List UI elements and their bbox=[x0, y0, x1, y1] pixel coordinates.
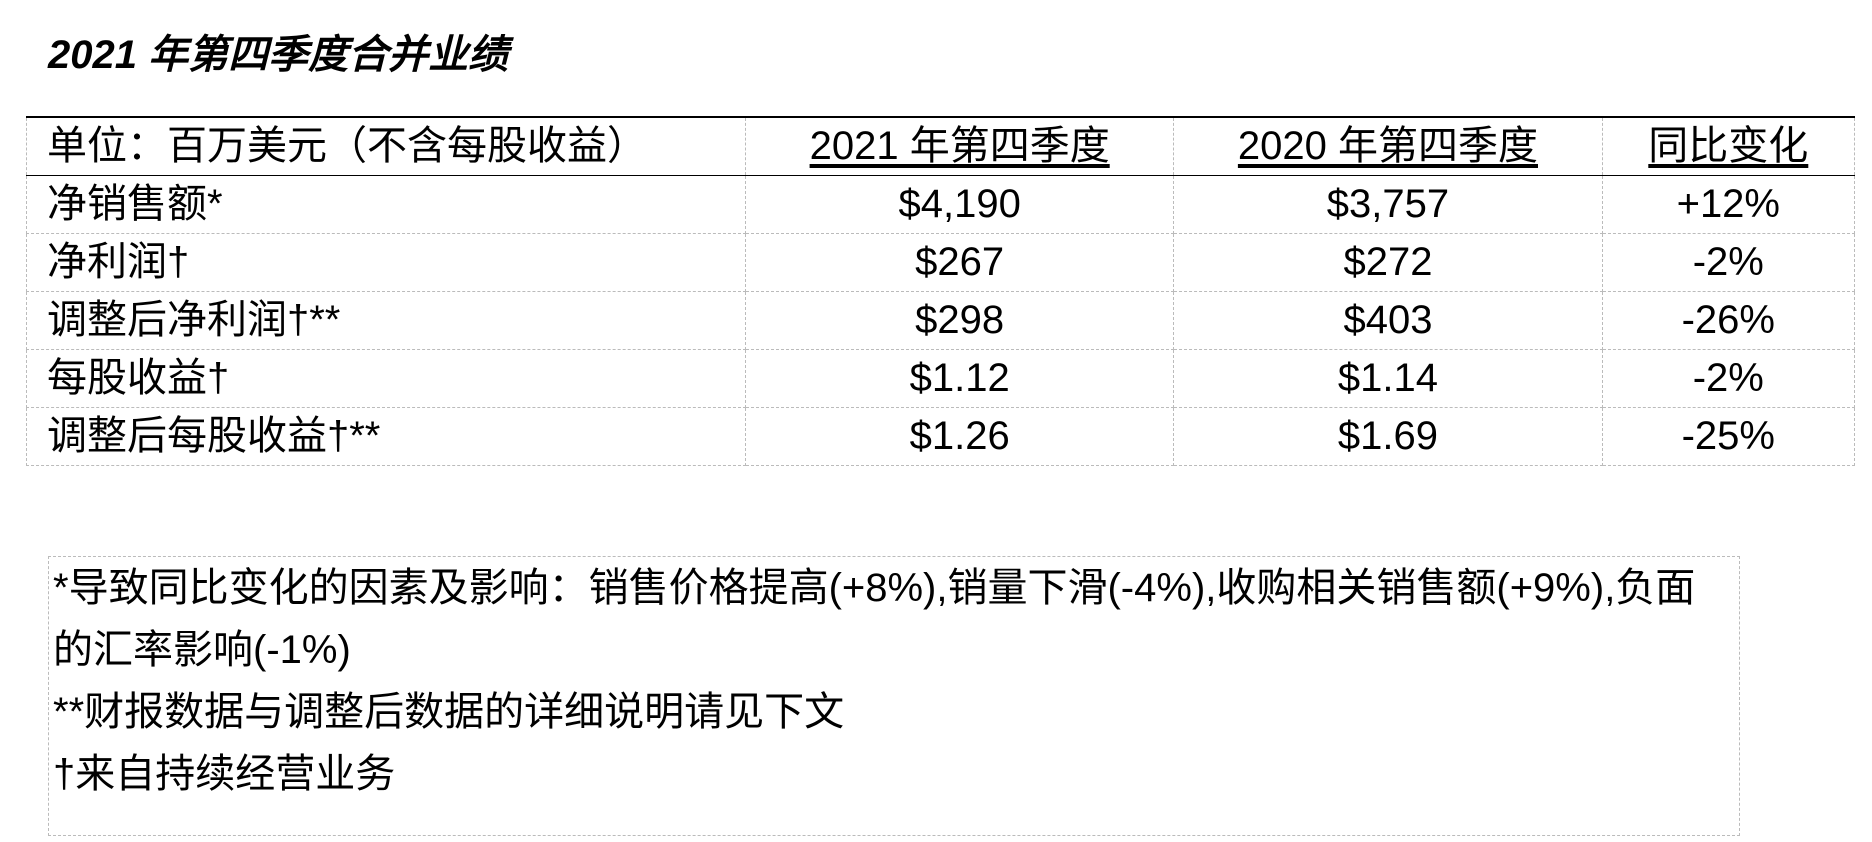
header-text: 单位：百万美元（不含每股收益） bbox=[47, 124, 647, 168]
value-cell: $267 bbox=[744, 233, 1175, 292]
header-text: 同比变化 bbox=[1648, 124, 1809, 168]
table-body: 净销售额* $4,190 $3,757 +12% 净利润† $267 $272 -2% 调整后净… bbox=[26, 175, 1856, 466]
value-cell: -2% bbox=[1601, 349, 1856, 408]
value-cell: $4,190 bbox=[744, 175, 1175, 234]
value-cell: $403 bbox=[1173, 291, 1603, 350]
table-row: 调整后净利润†** $298 $403 -26% bbox=[26, 291, 1856, 350]
table-header: 单位：百万美元（不含每股收益） 2021 年第四季度 2020 年第四季度 同比变化 bbox=[26, 116, 1856, 176]
footnotes: *导致同比变化的因素及影响：销售价格提高(+8%),销量下滑(-4%),收购相关… bbox=[48, 556, 1740, 836]
table-row: 净利润† $267 $272 -2% bbox=[26, 233, 1856, 292]
row-label: 调整后每股收益†** bbox=[26, 407, 746, 466]
footnote: †来自持续经营业务 bbox=[53, 752, 396, 796]
value-cell: -26% bbox=[1601, 291, 1856, 350]
value-cell: $1.26 bbox=[744, 407, 1175, 466]
row-label: 调整后净利润†** bbox=[26, 291, 746, 350]
value-cell: $298 bbox=[744, 291, 1175, 350]
table-row: 调整后每股收益†** $1.26 $1.69 -25% bbox=[26, 407, 1856, 466]
value-cell: +12% bbox=[1601, 175, 1856, 234]
footnote: **财报数据与调整后数据的详细说明请见下文 bbox=[53, 690, 845, 734]
row-label: 每股收益† bbox=[26, 349, 746, 408]
row-label: 净销售额* bbox=[26, 175, 746, 234]
table-row: 每股收益† $1.12 $1.14 -2% bbox=[26, 349, 1856, 408]
results-table: 单位：百万美元（不含每股收益） 2021 年第四季度 2020 年第四季度 同比变化 … bbox=[26, 116, 1856, 466]
value-cell: $3,757 bbox=[1173, 175, 1603, 234]
header-cell: 2021 年第四季度 bbox=[744, 116, 1175, 176]
row-label: 净利润† bbox=[26, 233, 746, 292]
value-cell: -2% bbox=[1601, 233, 1856, 292]
header-cell: 2020 年第四季度 bbox=[1173, 116, 1603, 176]
header-cell: 同比变化 bbox=[1601, 116, 1856, 176]
header-row: 单位：百万美元（不含每股收益） 2021 年第四季度 2020 年第四季度 同比变化 bbox=[26, 116, 1856, 176]
footnote: *导致同比变化的因素及影响：销售价格提高(+8%),销量下滑(-4%),收购相关… bbox=[53, 566, 1696, 672]
title: 2021 年第四季度合并业绩 bbox=[48, 33, 509, 77]
value-cell: $1.12 bbox=[744, 349, 1175, 408]
value-cell: $1.69 bbox=[1173, 407, 1603, 466]
value-cell: $272 bbox=[1173, 233, 1603, 292]
header-cell: 单位：百万美元（不含每股收益） bbox=[26, 116, 746, 176]
header-text: 2021 年第四季度 bbox=[809, 124, 1110, 168]
table-row: 净销售额* $4,190 $3,757 +12% bbox=[26, 175, 1856, 234]
value-cell: $1.14 bbox=[1173, 349, 1603, 408]
header-text: 2020 年第四季度 bbox=[1237, 124, 1538, 168]
value-cell: -25% bbox=[1601, 407, 1856, 466]
